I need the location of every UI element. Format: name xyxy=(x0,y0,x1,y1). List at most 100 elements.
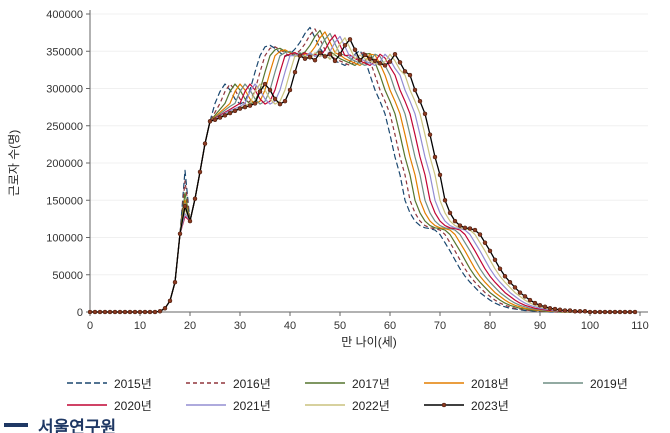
series-marker xyxy=(162,306,168,311)
series-marker xyxy=(102,309,108,315)
series-marker xyxy=(282,98,288,104)
series-marker xyxy=(477,232,483,237)
legend-line-swatch xyxy=(186,382,226,384)
series-marker xyxy=(237,106,243,111)
legend-line-swatch xyxy=(543,382,583,384)
y-tick-label: 0 xyxy=(77,307,83,319)
series-marker xyxy=(542,304,548,310)
series-marker xyxy=(182,203,188,209)
series-marker xyxy=(267,87,273,93)
series-marker xyxy=(497,266,503,272)
legend-row-1: 2015년 2016년 2017년 2018년 2019년 xyxy=(66,372,666,394)
x-tick-label: 50 xyxy=(334,320,346,332)
series-marker xyxy=(172,279,178,285)
series-marker xyxy=(632,309,638,315)
series-marker xyxy=(527,297,533,303)
series-marker xyxy=(452,218,458,224)
series-marker xyxy=(427,132,433,137)
y-tick-label: 200000 xyxy=(46,158,83,170)
series-marker xyxy=(512,285,518,290)
legend-line-swatch xyxy=(67,404,107,406)
series-marker xyxy=(187,218,193,224)
legend-item-2023: 2023년 xyxy=(423,397,542,414)
series-marker xyxy=(627,309,633,315)
series-marker xyxy=(147,309,153,315)
x-tick-label: 70 xyxy=(434,320,446,332)
series-line-2023 xyxy=(90,38,635,313)
series-line-2020 xyxy=(90,34,635,313)
series-marker xyxy=(597,309,603,315)
x-tick-label: 20 xyxy=(184,320,196,332)
legend-item-2015: 2015년 xyxy=(66,375,185,392)
series-marker xyxy=(197,169,203,175)
series-marker xyxy=(432,154,438,160)
series-marker xyxy=(342,43,348,48)
legend-item-2022: 2022년 xyxy=(304,397,423,414)
series-marker xyxy=(202,141,208,146)
series-marker xyxy=(212,117,218,123)
footer-logo-text: 서울연구원 xyxy=(38,418,117,433)
x-tick-label: 40 xyxy=(284,320,296,332)
series-marker xyxy=(562,308,568,313)
legend-label: 2023년 xyxy=(471,398,509,413)
series-line-2022 xyxy=(90,37,635,313)
series-marker xyxy=(322,54,328,59)
series-marker xyxy=(207,119,213,124)
series-marker xyxy=(272,96,278,102)
series-marker xyxy=(557,307,563,313)
series-marker xyxy=(242,104,248,110)
legend-label: 2022년 xyxy=(352,398,390,413)
series-marker xyxy=(567,308,573,313)
series-marker xyxy=(442,198,448,203)
series-marker xyxy=(582,309,588,314)
series-line-2016 xyxy=(90,28,635,313)
series-marker xyxy=(157,309,163,314)
series-marker xyxy=(382,63,388,68)
series-marker xyxy=(112,309,118,315)
series-marker xyxy=(232,108,238,114)
series-marker xyxy=(87,309,93,315)
series-marker xyxy=(472,227,478,233)
series-marker xyxy=(587,309,593,315)
legend-item-2019: 2019년 xyxy=(542,375,661,392)
series-marker xyxy=(412,87,418,93)
legend-label: 2016년 xyxy=(233,376,271,391)
series-marker xyxy=(287,87,293,93)
series-marker xyxy=(122,309,128,315)
line-chart-canvas: 0 50000 100000 150000 200000 250000 300000 3500… xyxy=(7,9,649,349)
series-marker xyxy=(137,309,143,315)
series-marker xyxy=(592,309,598,315)
series-marker xyxy=(612,309,618,315)
legend-line-swatch xyxy=(424,402,464,408)
series-marker xyxy=(552,306,558,312)
x-tick-label: 0 xyxy=(87,320,93,332)
series-line-2018 xyxy=(90,31,635,313)
series-marker xyxy=(437,172,443,178)
series-marker xyxy=(257,89,263,94)
series-marker xyxy=(487,248,493,254)
series-marker xyxy=(372,58,378,64)
series-marker xyxy=(462,225,468,231)
legend-item-2018: 2018년 xyxy=(423,375,542,392)
series-marker xyxy=(447,210,453,216)
series-marker xyxy=(92,309,98,315)
series-marker xyxy=(407,72,413,78)
y-tick-label: 50000 xyxy=(52,270,83,282)
y-axis-title: 근로자 수(명) xyxy=(7,130,21,197)
footer-bullet-bar xyxy=(4,423,28,427)
series-marker xyxy=(502,273,508,279)
series-marker xyxy=(177,231,183,237)
series-marker xyxy=(262,81,268,87)
x-tick-label: 90 xyxy=(534,320,546,332)
series-marker xyxy=(492,257,498,263)
legend-label: 2020년 xyxy=(114,398,152,413)
series-marker xyxy=(152,309,158,315)
series-marker xyxy=(617,309,623,315)
series-marker xyxy=(307,54,313,60)
series-marker xyxy=(352,47,358,53)
x-tick-label: 100 xyxy=(581,320,599,332)
series-marker xyxy=(387,59,393,64)
series-marker xyxy=(607,309,613,315)
x-tick-label: 110 xyxy=(631,320,649,332)
